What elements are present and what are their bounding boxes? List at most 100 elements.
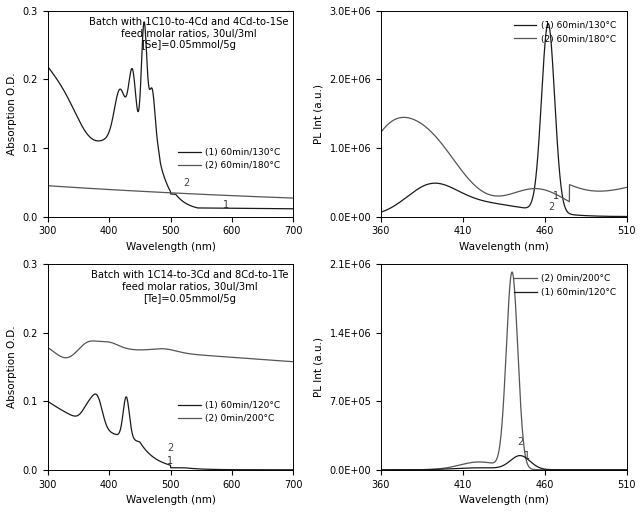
- (2) 60min/180°C: [149, 189, 156, 195]
- (1) 60min/120°C: [571, 467, 579, 473]
- Text: 2: 2: [548, 202, 554, 211]
- (1) 60min/130°C: [289, 206, 297, 212]
- (2) 60min/180°C: [138, 188, 146, 195]
- Text: Batch with 1C14-to-3Cd and 8Cd-to-1Te
feed molar ratios, 30ul/3ml
[Te]=0.05mmol/: Batch with 1C14-to-3Cd and 8Cd-to-1Te fe…: [91, 270, 289, 304]
- Y-axis label: PL Int (a.u.): PL Int (a.u.): [314, 337, 324, 397]
- (1) 60min/120°C: [44, 398, 51, 404]
- (2) 0min/200°C: [285, 358, 293, 365]
- (1) 60min/130°C: [390, 203, 397, 209]
- (2) 0min/200°C: [258, 356, 266, 362]
- (2) 60min/180°C: [616, 186, 624, 192]
- Line: (2) 60min/180°C: (2) 60min/180°C: [48, 186, 293, 198]
- (2) 0min/200°C: [508, 269, 516, 275]
- Text: 1: 1: [222, 200, 229, 209]
- (2) 0min/200°C: [390, 467, 397, 473]
- (1) 60min/120°C: [138, 442, 146, 449]
- Line: (1) 60min/120°C: (1) 60min/120°C: [48, 394, 293, 470]
- (2) 60min/180°C: [497, 193, 505, 199]
- Line: (1) 60min/120°C: (1) 60min/120°C: [381, 456, 627, 470]
- (2) 0min/200°C: [616, 467, 624, 473]
- (1) 60min/130°C: [44, 63, 51, 70]
- Line: (2) 0min/200°C: (2) 0min/200°C: [381, 272, 627, 470]
- (1) 60min/130°C: [377, 209, 385, 215]
- Text: 1: 1: [523, 451, 530, 461]
- Text: 2: 2: [517, 437, 523, 447]
- (2) 60min/180°C: [44, 183, 51, 189]
- (2) 0min/200°C: [571, 467, 579, 473]
- (1) 60min/120°C: [91, 391, 99, 397]
- X-axis label: Wavelength (nm): Wavelength (nm): [459, 495, 549, 505]
- (1) 60min/120°C: [490, 465, 498, 471]
- (2) 0min/200°C: [86, 338, 94, 344]
- (1) 60min/120°C: [377, 467, 385, 473]
- (2) 0min/200°C: [490, 459, 498, 465]
- (2) 60min/180°C: [285, 195, 293, 201]
- (1) 60min/130°C: [140, 19, 148, 25]
- (1) 60min/130°C: [258, 205, 266, 211]
- (1) 60min/120°C: [258, 466, 266, 473]
- (1) 60min/120°C: [496, 463, 504, 470]
- (2) 60min/180°C: [390, 117, 397, 123]
- (1) 60min/120°C: [390, 467, 397, 473]
- (2) 60min/180°C: [377, 129, 385, 135]
- X-axis label: Wavelength (nm): Wavelength (nm): [459, 242, 549, 252]
- (1) 60min/120°C: [289, 467, 297, 473]
- Legend: (1) 60min/120°C, (2) 0min/200°C: (1) 60min/120°C, (2) 0min/200°C: [175, 397, 284, 427]
- Line: (1) 60min/130°C: (1) 60min/130°C: [48, 22, 293, 209]
- (1) 60min/130°C: [285, 206, 293, 212]
- Y-axis label: Absorption O.D.: Absorption O.D.: [7, 326, 17, 408]
- Text: 2: 2: [167, 442, 174, 453]
- Legend: (1) 60min/130°C, (2) 60min/180°C: (1) 60min/130°C, (2) 60min/180°C: [511, 17, 620, 47]
- (2) 60min/180°C: [72, 184, 80, 190]
- (2) 60min/180°C: [571, 184, 579, 190]
- (1) 60min/120°C: [285, 467, 293, 473]
- (2) 0min/200°C: [149, 346, 156, 352]
- Y-axis label: Absorption O.D.: Absorption O.D.: [7, 72, 17, 155]
- (1) 60min/130°C: [544, 20, 552, 27]
- Legend: (2) 0min/200°C, (1) 60min/120°C: (2) 0min/200°C, (1) 60min/120°C: [511, 271, 620, 301]
- (2) 0min/200°C: [289, 359, 297, 365]
- Text: 1: 1: [167, 456, 174, 466]
- Text: 1: 1: [553, 191, 559, 201]
- (2) 60min/180°C: [258, 194, 266, 200]
- Text: Batch with 1C10-to-4Cd and 4Cd-to-1Se
feed molar ratios, 30ul/3ml
[Se]=0.05mmol/: Batch with 1C10-to-4Cd and 4Cd-to-1Se fe…: [89, 17, 289, 50]
- (2) 0min/200°C: [623, 467, 631, 473]
- (2) 0min/200°C: [377, 467, 385, 473]
- (2) 60min/180°C: [289, 195, 297, 201]
- (1) 60min/130°C: [72, 111, 80, 117]
- (1) 60min/130°C: [490, 200, 498, 206]
- Y-axis label: PL Int (a.u.): PL Int (a.u.): [314, 84, 324, 144]
- (2) 60min/180°C: [490, 193, 498, 199]
- Line: (1) 60min/130°C: (1) 60min/130°C: [381, 24, 627, 217]
- Text: 2: 2: [183, 178, 189, 188]
- (2) 0min/200°C: [138, 347, 146, 353]
- (1) 60min/120°C: [623, 467, 631, 473]
- (2) 60min/180°C: [623, 184, 631, 190]
- Legend: (1) 60min/130°C, (2) 60min/180°C: (1) 60min/130°C, (2) 60min/180°C: [174, 144, 284, 174]
- (1) 60min/130°C: [496, 201, 504, 207]
- (1) 60min/130°C: [623, 214, 631, 220]
- (1) 60min/120°C: [616, 467, 624, 473]
- (1) 60min/120°C: [149, 454, 156, 460]
- (1) 60min/130°C: [616, 214, 624, 220]
- Line: (2) 0min/200°C: (2) 0min/200°C: [48, 341, 293, 362]
- (1) 60min/130°C: [86, 134, 94, 140]
- (2) 60min/180°C: [565, 199, 573, 205]
- (1) 60min/130°C: [149, 88, 156, 94]
- (1) 60min/120°C: [86, 396, 94, 402]
- X-axis label: Wavelength (nm): Wavelength (nm): [125, 495, 215, 505]
- X-axis label: Wavelength (nm): Wavelength (nm): [125, 242, 215, 252]
- Line: (2) 60min/180°C: (2) 60min/180°C: [381, 117, 627, 202]
- (2) 60min/180°C: [616, 186, 624, 192]
- (1) 60min/120°C: [616, 467, 624, 473]
- (2) 60min/180°C: [400, 114, 408, 120]
- (2) 0min/200°C: [44, 345, 51, 351]
- (1) 60min/130°C: [138, 51, 146, 57]
- (1) 60min/130°C: [571, 212, 579, 218]
- (2) 60min/180°C: [86, 185, 94, 191]
- (2) 0min/200°C: [616, 467, 624, 473]
- (1) 60min/120°C: [516, 453, 524, 459]
- (2) 0min/200°C: [496, 437, 504, 443]
- (1) 60min/130°C: [616, 214, 624, 220]
- (2) 0min/200°C: [72, 349, 80, 355]
